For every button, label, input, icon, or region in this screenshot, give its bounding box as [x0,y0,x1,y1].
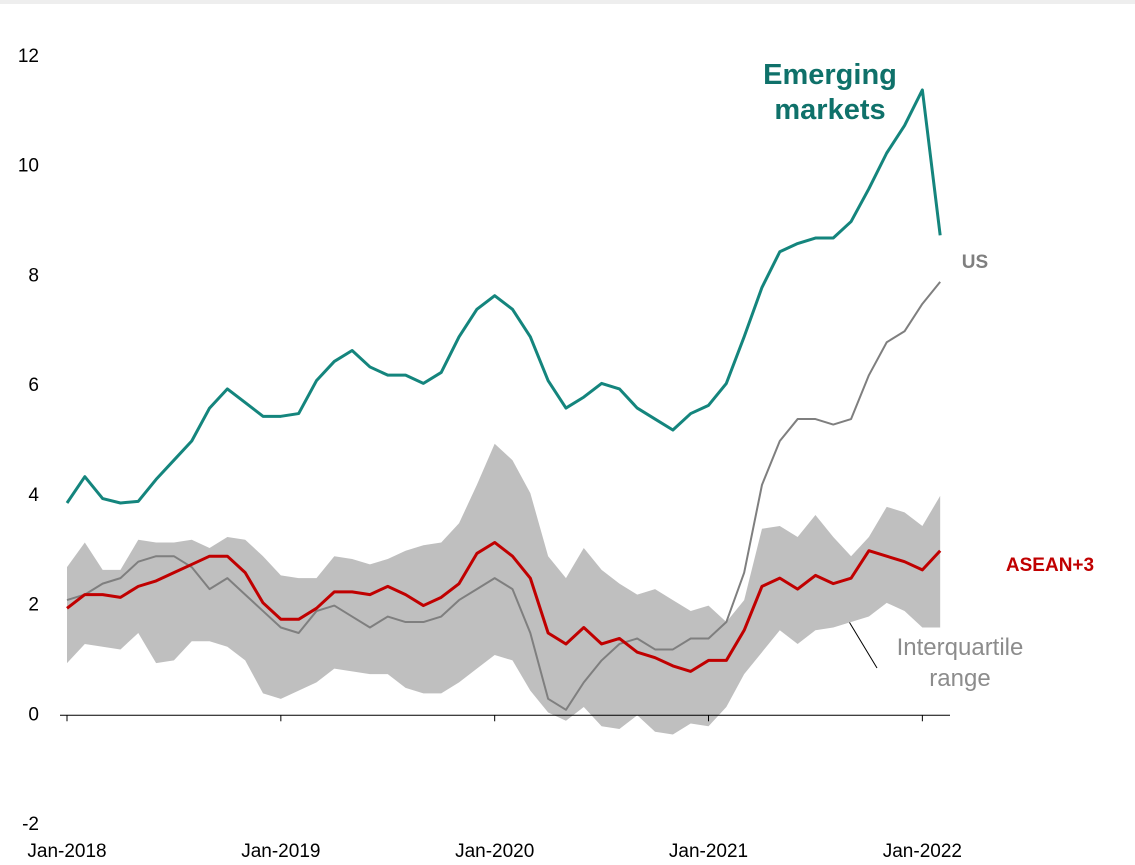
us-label: US [961,252,989,273]
series-line [66,281,941,711]
leader-line [844,614,878,669]
x-tick-label: Jan-2022 [883,841,962,862]
y-tick-label: 0 [28,704,39,725]
x-tick-label: Jan-2019 [241,841,320,862]
series-line [65,88,942,505]
top-bar [0,0,1135,4]
y-tick-label: 12 [18,46,39,67]
y-tick-label: 6 [28,375,39,396]
series-line [66,540,942,673]
y-tick-label: -2 [22,814,39,835]
x-tick-label: Jan-2018 [27,841,106,862]
x-tick-label: Jan-2021 [669,841,748,862]
y-tick-label: 8 [28,265,39,286]
iqr-label: Interquartile range [896,634,1024,693]
y-tick-label: 10 [18,156,39,177]
em-label: Emerging markets [763,59,897,126]
x-tick-label: Jan-2020 [455,841,534,862]
iqr-band [67,443,941,735]
y-tick-label: 2 [28,595,39,616]
asean-label: ASEAN+3 [1005,555,1095,576]
y-tick-label: 4 [28,485,39,506]
